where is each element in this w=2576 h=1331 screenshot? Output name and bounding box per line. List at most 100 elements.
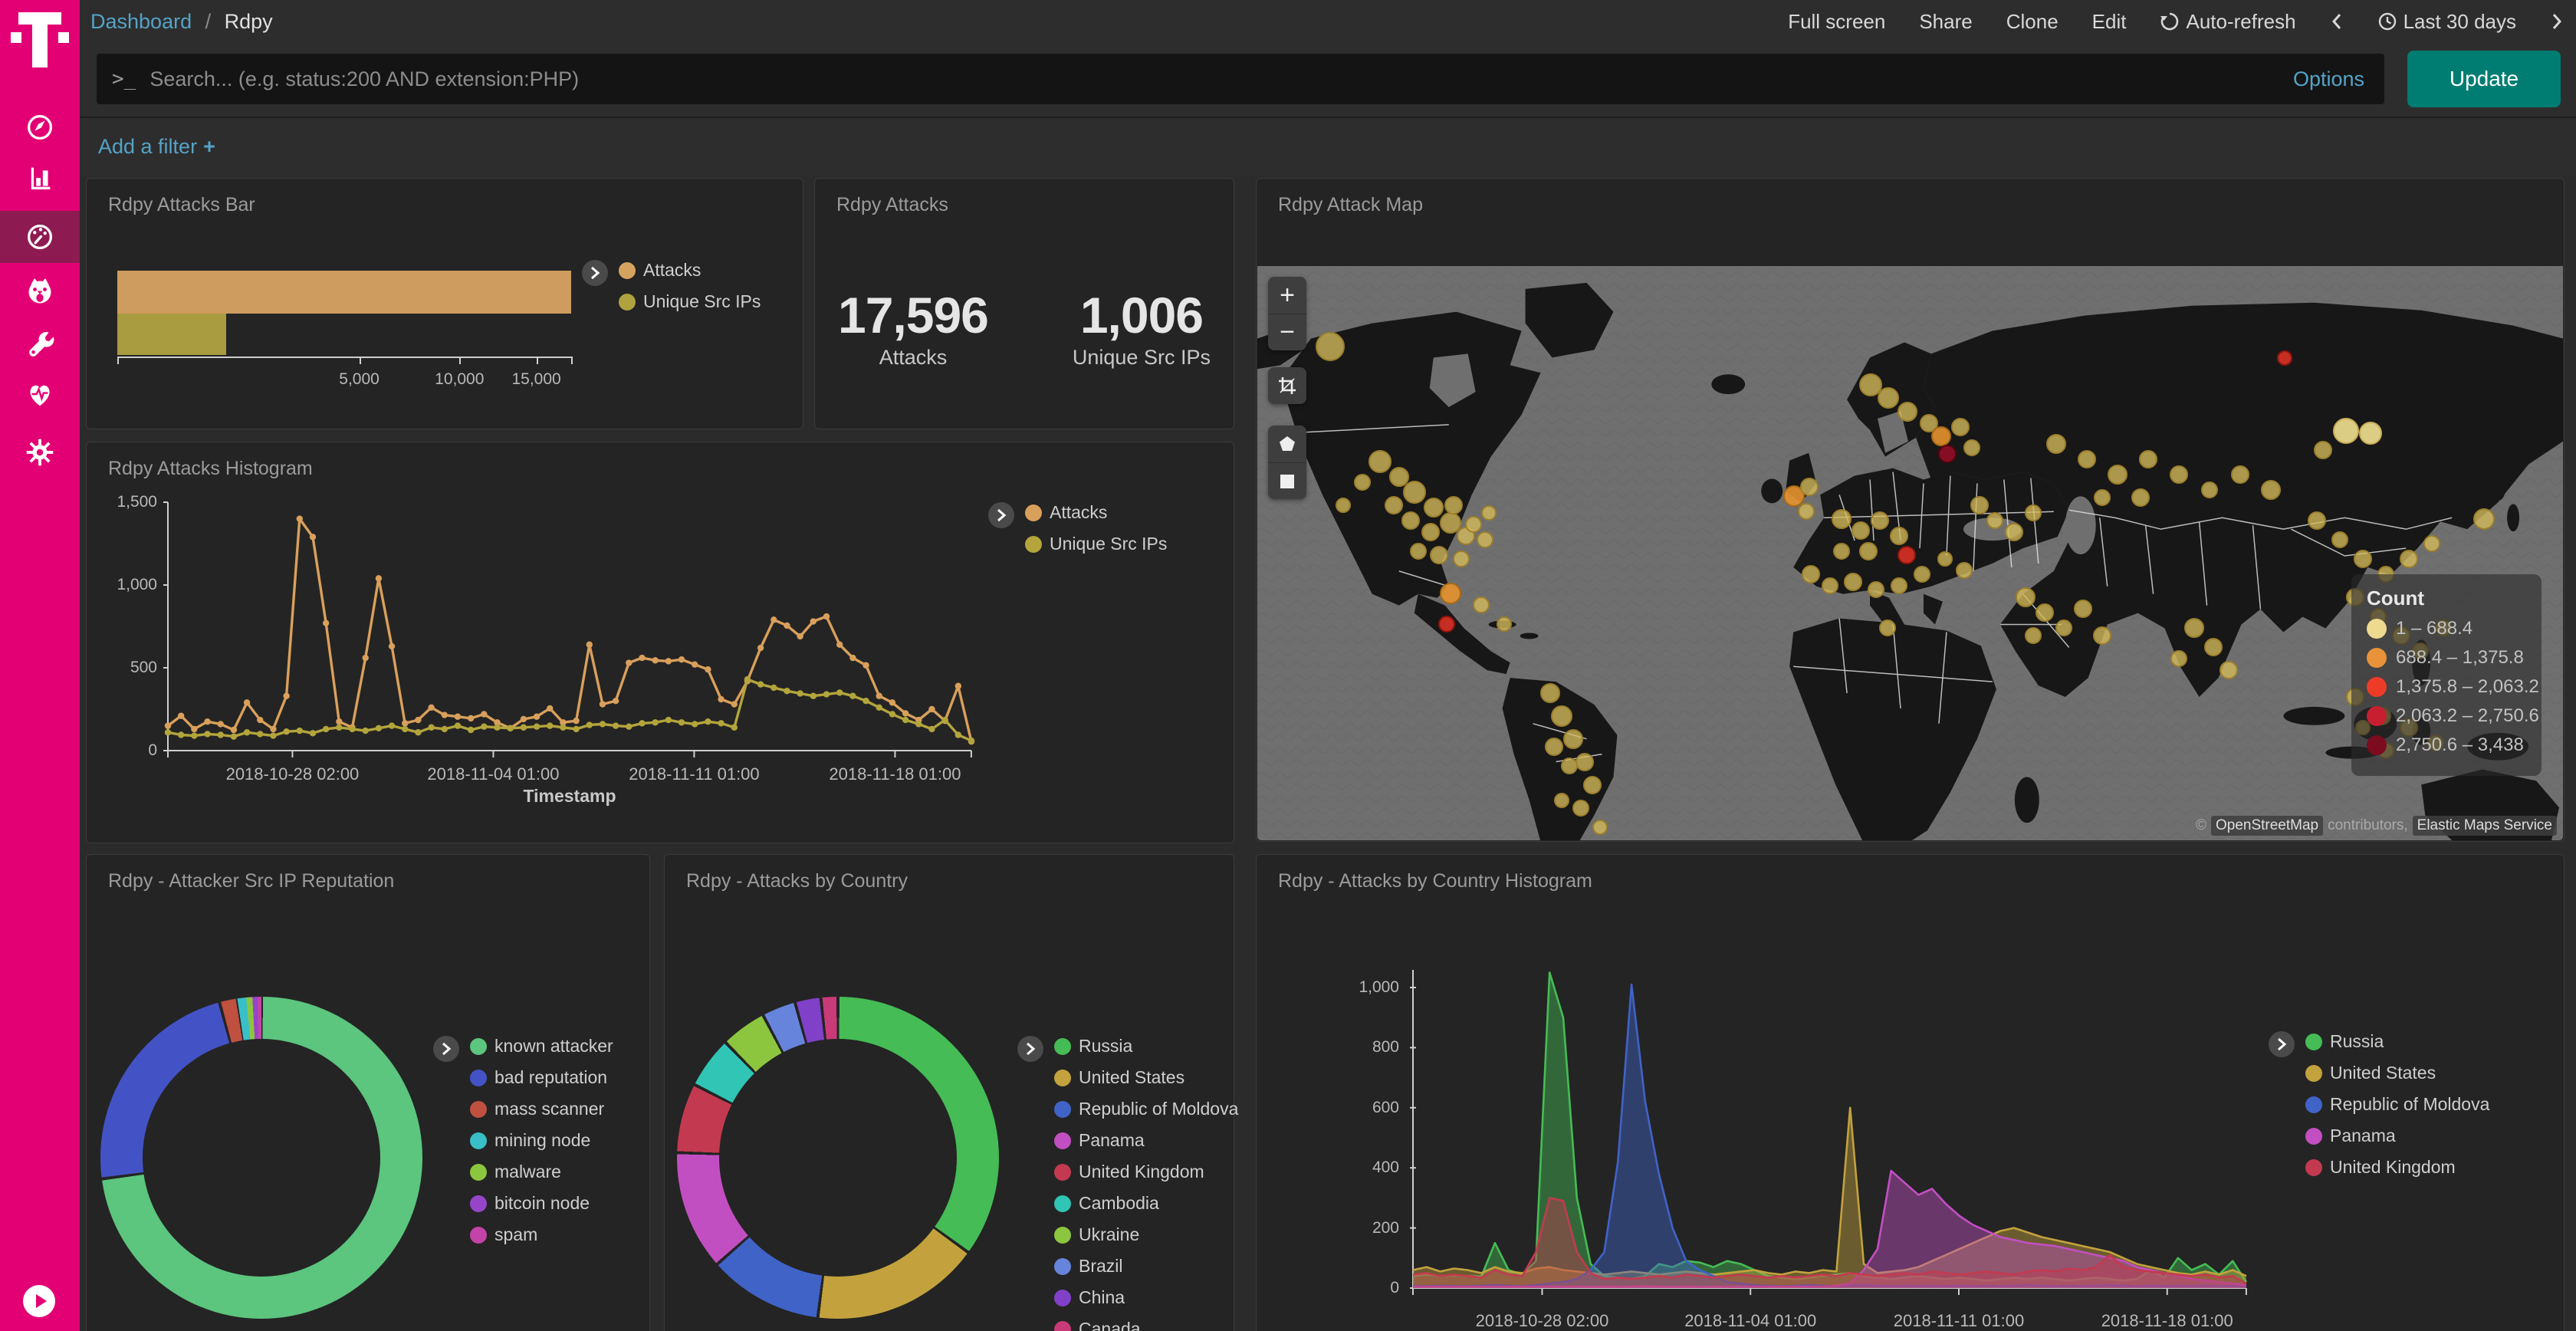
attack-bubble[interactable]	[1891, 577, 1907, 594]
attack-bubble[interactable]	[2170, 465, 2188, 484]
attack-bubble[interactable]	[2314, 441, 2332, 459]
attack-bubble[interactable]	[1914, 566, 1930, 583]
attack-bubble[interactable]	[1833, 543, 1850, 560]
legend-item[interactable]: malware	[470, 1162, 613, 1182]
attack-bubble[interactable]	[1859, 542, 1878, 560]
attack-bubble[interactable]	[1554, 793, 1569, 808]
attack-bubble[interactable]	[2354, 550, 2372, 568]
attack-bubble[interactable]	[1424, 498, 1444, 518]
attack-bubble[interactable]	[1859, 373, 1882, 396]
attack-bubble[interactable]	[2094, 489, 2111, 506]
zoom-in-button[interactable]: +	[1280, 280, 1295, 310]
attack-bubble[interactable]	[1951, 418, 1970, 436]
clone-button[interactable]: Clone	[2006, 9, 2058, 33]
attack-bubble[interactable]	[1963, 439, 1980, 456]
attack-bubble[interactable]	[1583, 776, 1602, 794]
attack-bubble[interactable]	[1937, 551, 1953, 567]
legend-item[interactable]: Panama	[1054, 1130, 1238, 1151]
legend-expand-icon[interactable]	[433, 1036, 459, 1062]
attack-bubble[interactable]	[2025, 627, 2042, 644]
attack-bubble[interactable]	[1336, 498, 1351, 513]
attack-bubble[interactable]	[2204, 638, 2223, 656]
attack-bubble[interactable]	[1852, 521, 1870, 540]
attack-bubble[interactable]	[1438, 616, 1455, 633]
attack-bubble[interactable]	[2036, 603, 2054, 622]
legend-item[interactable]: Republic of Moldova	[2305, 1094, 2489, 1115]
attack-bubble[interactable]	[1844, 573, 1862, 591]
attack-bubble[interactable]	[1481, 505, 1497, 521]
attack-bubble[interactable]	[2005, 523, 2023, 541]
breadcrumb-dashboard-link[interactable]: Dashboard	[90, 9, 192, 33]
attack-bubble[interactable]	[2261, 480, 2281, 500]
attack-bubble[interactable]	[2331, 531, 2348, 548]
attack-bubble[interactable]	[1879, 619, 1896, 636]
attack-bubble[interactable]	[1453, 550, 1470, 567]
sidebar-item-dev-tools[interactable]	[0, 318, 80, 369]
attack-bubble[interactable]	[1898, 402, 1917, 422]
attack-bubble[interactable]	[2184, 618, 2204, 638]
attack-bubble[interactable]	[2131, 488, 2150, 507]
attack-bubble[interactable]	[1316, 332, 1345, 361]
attack-bubble[interactable]	[1561, 758, 1578, 774]
attack-bubble[interactable]	[1421, 523, 1440, 541]
legend-item[interactable]: United States	[1054, 1067, 1238, 1088]
draw-rectangle-button[interactable]	[1268, 462, 1306, 499]
attack-bubble[interactable]	[2139, 450, 2157, 468]
attack-bubble[interactable]	[2170, 650, 2187, 667]
osm-link[interactable]: OpenStreetMap	[2210, 816, 2324, 836]
attack-bubble[interactable]	[2074, 600, 2092, 618]
attack-bubble[interactable]	[2423, 535, 2440, 552]
attack-bubble[interactable]	[1473, 596, 1490, 613]
bar-attacks[interactable]	[117, 271, 571, 314]
legend-item[interactable]: Brazil	[1054, 1256, 1238, 1277]
sidebar-item-management[interactable]	[0, 427, 80, 478]
attack-bubble[interactable]	[1970, 496, 1989, 514]
attack-bubble[interactable]	[1802, 565, 1820, 583]
attack-bubble[interactable]	[1430, 546, 1448, 564]
attack-bubble[interactable]	[1986, 512, 2003, 529]
attack-bubble[interactable]	[1938, 445, 1957, 463]
legend-item[interactable]: United Kingdom	[1054, 1162, 1238, 1182]
legend-item[interactable]: Canada	[1054, 1319, 1238, 1331]
world-map[interactable]: + −	[1257, 266, 2563, 840]
time-forward-button[interactable]	[2550, 12, 2564, 31]
attack-bubble[interactable]	[1563, 729, 1583, 749]
attack-bubble[interactable]	[2093, 626, 2111, 645]
legend-item[interactable]: China	[1054, 1287, 1238, 1308]
time-back-button[interactable]	[2330, 12, 2344, 31]
legend-item[interactable]: Russia	[2305, 1031, 2489, 1052]
attack-bubble[interactable]	[1871, 511, 1889, 530]
attack-bubble[interactable]	[1440, 583, 1461, 604]
legend-item[interactable]: mining node	[470, 1130, 613, 1151]
attack-bubble[interactable]	[2231, 465, 2249, 484]
zoom-out-button[interactable]: −	[1268, 314, 1306, 350]
attack-bubble[interactable]	[1898, 546, 1916, 564]
sidebar-item-visualize[interactable]	[0, 153, 80, 203]
edit-button[interactable]: Edit	[2091, 9, 2127, 33]
attack-bubble[interactable]	[1592, 820, 1608, 835]
attack-bubble[interactable]	[2108, 465, 2128, 485]
legend-item[interactable]: Unique Src IPs	[1025, 534, 1167, 554]
attack-bubble[interactable]	[1403, 481, 1426, 504]
legend-item[interactable]: United States	[2305, 1063, 2489, 1083]
attack-bubble[interactable]	[1931, 426, 1951, 446]
attack-bubble[interactable]	[1401, 511, 1420, 530]
attack-bubble[interactable]	[1572, 800, 1589, 817]
attack-bubble[interactable]	[1477, 531, 1493, 548]
fit-bounds-button[interactable]	[1268, 367, 1306, 404]
sidebar-item-dashboard[interactable]	[0, 211, 80, 263]
update-button[interactable]: Update	[2407, 51, 2561, 107]
attack-bubble[interactable]	[1956, 562, 1973, 579]
attack-bubble[interactable]	[1920, 414, 1938, 432]
options-link[interactable]: Options	[2292, 67, 2364, 90]
attack-bubble[interactable]	[1545, 738, 1563, 756]
attack-bubble[interactable]	[1822, 577, 1838, 594]
ems-link[interactable]: Elastic Maps Service	[2412, 816, 2557, 836]
attack-bubble[interactable]	[1497, 616, 1512, 632]
legend-item[interactable]: Cambodia	[1054, 1193, 1238, 1214]
attack-bubble[interactable]	[1890, 527, 1908, 545]
attack-bubble[interactable]	[2078, 450, 2096, 468]
attack-bubble[interactable]	[1354, 474, 1371, 491]
attack-bubble[interactable]	[2473, 508, 2495, 530]
attack-bubble[interactable]	[1878, 387, 1899, 409]
